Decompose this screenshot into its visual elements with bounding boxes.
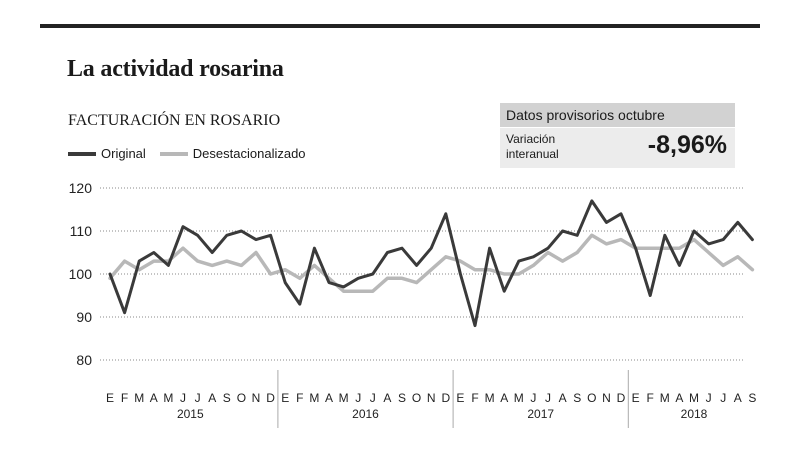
x-tick-label: S [223,391,231,405]
x-tick-label: N [252,391,261,405]
y-tick-label: 120 [69,180,93,196]
x-tick-label: S [398,391,406,405]
x-tick-label: D [266,391,275,405]
x-tick-label: E [106,391,114,405]
year-label: 2015 [177,407,204,421]
x-tick-label: A [500,391,508,405]
x-tick-label: A [150,391,158,405]
year-label: 2018 [681,407,708,421]
x-tick-label: J [355,391,361,405]
legend-item-original: Original [68,146,146,161]
top-rule [40,24,760,28]
series-line-original [108,199,754,328]
info-box-body: Variación interanual -8,96% [500,128,735,168]
x-tick-label: J [195,391,201,405]
x-tick-label: A [383,391,391,405]
x-tick-label: M [689,391,699,405]
info-box: Datos provisorios octubre Variación inte… [500,103,735,169]
x-tick-label: F [121,391,128,405]
x-tick-label: O [237,391,246,405]
y-tick-label: 110 [70,223,93,239]
x-tick-label: J [530,391,536,405]
x-tick-label: M [163,391,173,405]
x-tick-label: A [325,391,333,405]
x-tick-label: M [514,391,524,405]
x-tick-label: J [180,391,186,405]
legend: Original Desestacionalizado [68,146,320,161]
x-tick-label: J [370,391,376,405]
x-tick-label: M [339,391,349,405]
x-tick-label: D [441,391,450,405]
x-tick-label: M [134,391,144,405]
x-tick-label: N [427,391,436,405]
x-tick-label: J [720,391,726,405]
x-tick-label: S [748,391,756,405]
x-tick-label: E [632,391,640,405]
x-tick-label: N [602,391,611,405]
x-tick-label: M [309,391,319,405]
x-tick-label: F [647,391,654,405]
info-box-title: Datos provisorios octubre [500,103,735,128]
info-box-label: Variación interanual [506,132,559,161]
x-tick-label: F [471,391,478,405]
x-tick-label: J [706,391,712,405]
legend-swatch-original [68,151,96,156]
x-tick-label: A [208,391,216,405]
x-tick-label: S [573,391,581,405]
info-box-value: -8,96% [647,131,727,159]
legend-label-original: Original [101,146,146,161]
legend-label-desestacionalizado: Desestacionalizado [192,146,306,161]
x-tick-label: D [617,391,626,405]
x-tick-label: A [734,391,742,405]
x-tick-label: O [587,391,596,405]
year-label: 2017 [527,407,554,421]
chart-title: FACTURACIÓN EN ROSARIO [68,112,281,129]
legend-item-desestacionalizado: Desestacionalizado [159,146,306,161]
legend-swatch-desestacionalizado [159,151,188,156]
x-tick-label: E [281,391,289,405]
x-tick-label: A [559,391,567,405]
x-tick-label: O [412,391,421,405]
x-tick-label: A [675,391,683,405]
y-tick-label: 90 [76,309,92,325]
x-tick-label: E [456,391,464,405]
year-label: 2016 [352,407,379,421]
x-tick-label: M [485,391,495,405]
x-tick-label: F [296,391,303,405]
y-tick-label: 80 [76,352,92,368]
x-tick-label: M [660,391,670,405]
series-line-desestacionalizado [108,233,755,293]
headline: La actividad rosarina [67,56,284,82]
x-tick-label: J [545,391,551,405]
y-tick-label: 100 [69,266,93,282]
